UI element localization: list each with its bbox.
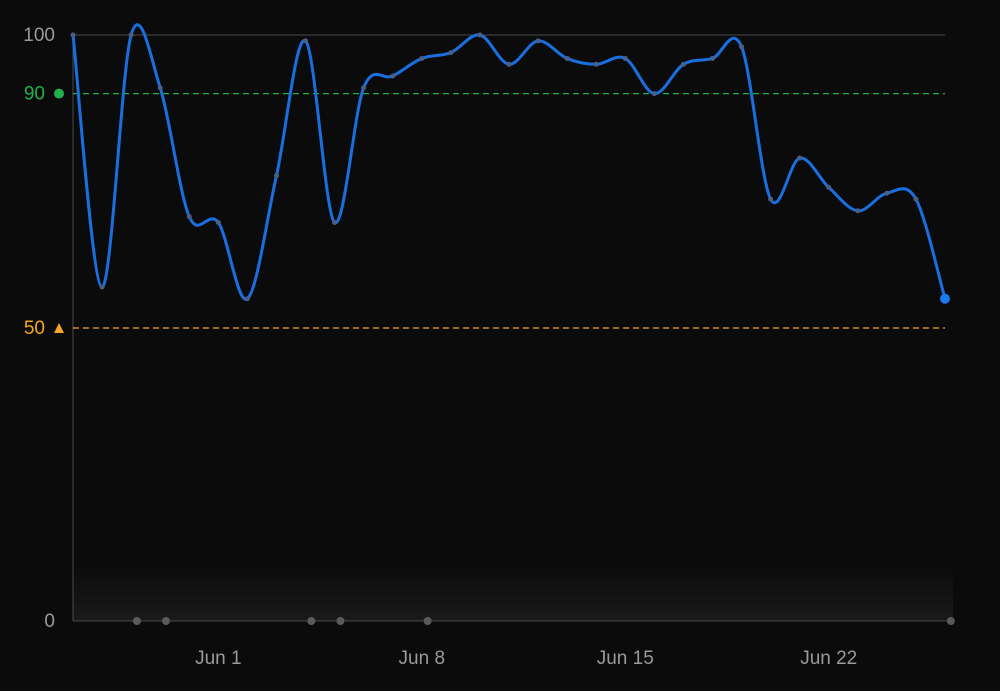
data-point [419,55,425,61]
data-point [506,61,512,67]
y-tick-label: 0 [44,611,55,632]
data-point [390,73,396,79]
y-tick-label: 100 [23,25,55,46]
data-point [244,296,250,302]
data-point [593,61,599,67]
event-marker [132,617,141,625]
data-point [884,190,890,196]
data-point [622,55,628,61]
data-point [361,85,367,91]
data-point [448,50,454,56]
data-point [273,173,279,179]
data-point [186,214,192,220]
data-point [739,44,745,50]
data-point [797,155,803,161]
data-point [477,32,483,38]
data-point [215,220,221,226]
data-point [709,55,715,61]
data-point [826,184,832,190]
data-point [332,220,338,226]
x-tick-label: Jun 8 [399,648,445,669]
threshold-circle-icon [54,88,64,99]
event-marker [946,617,955,625]
threshold-label-90: 90 [24,84,45,105]
data-point [651,91,657,97]
data-point [303,38,309,44]
x-tick-label: Jun 15 [597,648,654,669]
event-marker [162,617,171,625]
data-point [535,38,541,44]
data-point [680,61,686,67]
data-point [128,32,134,38]
data-point [70,32,76,38]
event-marker [307,617,316,625]
data-point [564,55,570,61]
latest-data-point [940,293,950,304]
plot-bottom-fade [73,560,953,621]
data-point [99,284,105,290]
data-point [913,196,919,202]
data-point [768,196,774,202]
event-marker [336,617,345,625]
event-marker [423,617,432,625]
x-tick-label: Jun 22 [800,648,857,669]
data-point [855,208,861,214]
data-point [157,85,163,91]
threshold-warning-icon [54,323,64,333]
threshold-label-50: 50 [24,318,45,339]
x-tick-label: Jun 1 [195,648,241,669]
